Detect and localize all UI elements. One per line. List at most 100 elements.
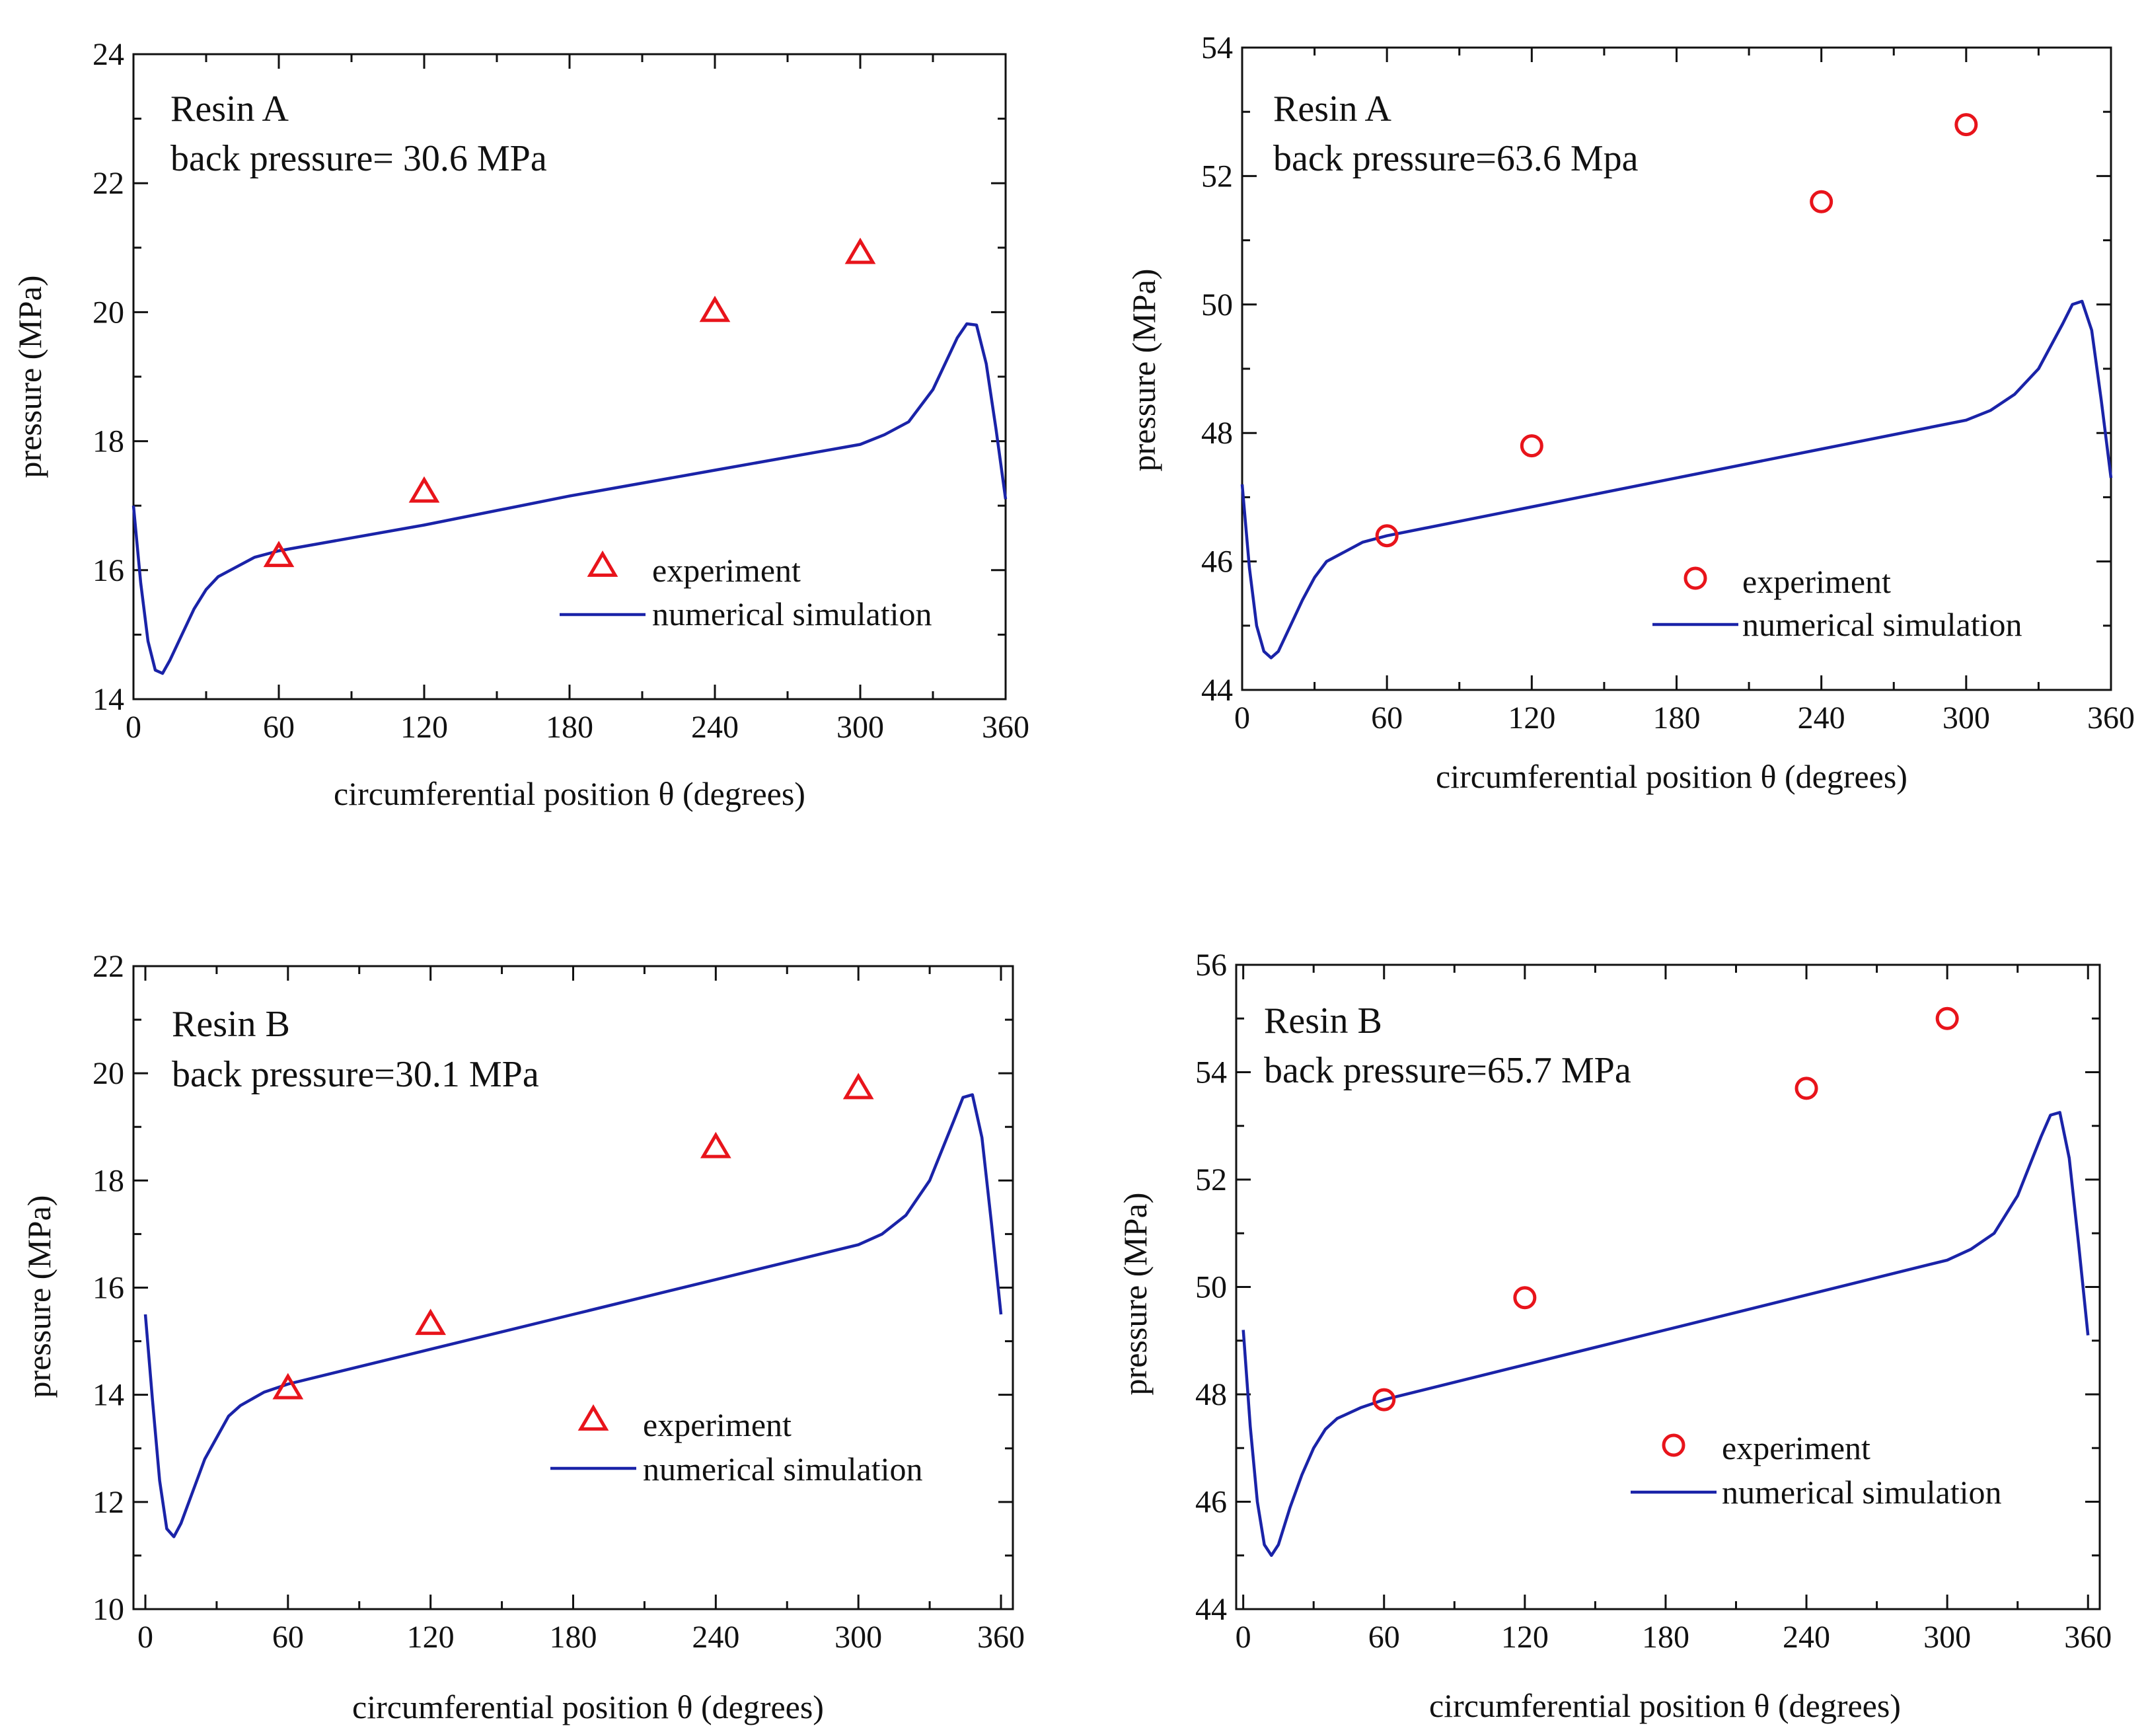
legend-label-experiment: experiment: [1722, 1429, 1870, 1466]
x-tick-label: 120: [407, 1620, 455, 1655]
legend-marker-experiment: [1684, 566, 1707, 590]
experiment-point: [1375, 524, 1399, 548]
y-tick-label: 18: [92, 424, 124, 459]
y-tick-label: 52: [1201, 159, 1233, 194]
plot-area: 0 60 120 180 240 300 360 14 16 18 20 22 24: [92, 37, 1029, 745]
x-tick-label: 300: [836, 710, 884, 745]
panel-subtitle: back pressure= 30.6 MPa: [170, 138, 547, 179]
x-axis-title: circumferential position θ (degrees): [1436, 758, 1907, 795]
y-tick-label: 44: [1201, 673, 1233, 708]
y-tick-label: 12: [92, 1485, 124, 1520]
experiment-point: [1810, 190, 1833, 213]
panel-subtitle: back pressure=65.7 MPa: [1264, 1050, 1631, 1091]
x-tick-label: 300: [1942, 700, 1990, 736]
experiment-point: [842, 1073, 874, 1100]
legend-label-experiment: experiment: [652, 552, 801, 589]
panel-label: Resin B: [1264, 1000, 1382, 1041]
y-tick-label: 16: [92, 553, 124, 588]
y-tick-label: 22: [92, 949, 124, 984]
x-tick-label: 180: [546, 710, 593, 745]
x-tick-label: 0: [1234, 700, 1250, 736]
y-axis-title: pressure (MPa): [1125, 269, 1162, 472]
x-tick-label: 360: [982, 710, 1029, 745]
legend-label-simulation: numerical simulation: [1742, 606, 2022, 643]
x-tick-label: 180: [1642, 1620, 1689, 1655]
y-tick-label: 24: [92, 37, 124, 72]
y-tick-label: 48: [1201, 416, 1233, 451]
y-tick-label: 54: [1201, 30, 1233, 65]
legend-marker-experiment: [587, 550, 618, 577]
y-tick-label: 14: [92, 1378, 124, 1413]
x-tick-label: 240: [692, 1620, 739, 1655]
y-axis-title: pressure (MPa): [1117, 1193, 1154, 1396]
x-tick-label: 360: [2064, 1620, 2112, 1655]
x-tick-label: 0: [137, 1620, 153, 1655]
x-tick-label: 360: [977, 1620, 1025, 1655]
panel-label: Resin A: [170, 89, 289, 130]
legend-marker-experiment: [1662, 1433, 1685, 1457]
legend-label-simulation: numerical simulation: [643, 1451, 923, 1488]
plot-area: 0 60 120 180 240 300 360 44 46 48 50 52 54: [1201, 30, 2135, 736]
panel-resin-a-63-6: 0 60 120 180 240 300 360 44 46 48 50 52 54 Resin A b…: [1125, 30, 2135, 795]
y-tick-label: 20: [92, 295, 124, 330]
x-tick-label: 120: [400, 710, 448, 745]
simulation-line: [1241, 1111, 2090, 1558]
x-tick-label: 120: [1501, 1620, 1549, 1655]
y-tick-label: 10: [92, 1592, 124, 1627]
x-tick-label: 360: [2087, 700, 2135, 736]
experiment-point: [1935, 1006, 1959, 1030]
y-tick-label: 20: [92, 1056, 124, 1091]
experiment-point: [1520, 434, 1543, 458]
x-tick-label: 300: [1923, 1620, 1971, 1655]
x-tick-label: 60: [1368, 1620, 1400, 1655]
experiment-point: [272, 1373, 304, 1400]
y-tick-label: 52: [1195, 1162, 1227, 1197]
x-tick-label: 120: [1508, 700, 1555, 736]
panel-label: Resin B: [172, 1004, 290, 1045]
y-tick-label: 54: [1195, 1055, 1227, 1090]
y-tick-label: 44: [1195, 1592, 1227, 1627]
y-tick-label: 50: [1201, 287, 1233, 322]
y-tick-label: 50: [1195, 1270, 1227, 1305]
experiment-point: [1954, 113, 1978, 137]
panel-label: Resin A: [1273, 89, 1391, 130]
y-tick-label: 46: [1201, 545, 1233, 580]
panel-subtitle: back pressure=63.6 Mpa: [1273, 138, 1639, 179]
x-tick-label: 240: [1798, 700, 1845, 736]
legend-label-experiment: experiment: [1742, 563, 1891, 600]
experiment-point: [700, 1131, 731, 1158]
plot-area: 0 60 120 180 240 300 360 10 12 14 16 18 20 22: [92, 949, 1025, 1655]
experiment-point: [415, 1308, 447, 1336]
y-tick-label: 18: [92, 1163, 124, 1198]
experiment-point: [408, 476, 440, 503]
x-tick-label: 60: [1371, 700, 1403, 736]
experiment-point: [1372, 1388, 1396, 1412]
panel-subtitle: back pressure=30.1 MPa: [172, 1054, 539, 1095]
x-tick-label: 300: [834, 1620, 882, 1655]
legend-label-experiment: experiment: [643, 1406, 792, 1443]
y-tick-label: 56: [1195, 948, 1227, 983]
legend-marker-experiment: [577, 1404, 609, 1431]
x-tick-label: 240: [1783, 1620, 1830, 1655]
y-axis-title: pressure (MPa): [11, 276, 48, 478]
simulation-line: [131, 322, 1008, 675]
x-tick-label: 180: [1653, 700, 1701, 736]
x-axis-title: circumferential position θ (degrees): [334, 775, 805, 812]
y-axis-title: pressure (MPa): [20, 1195, 57, 1398]
x-axis-title: circumferential position θ (degrees): [1429, 1687, 1901, 1724]
x-tick-label: 180: [550, 1620, 597, 1655]
y-tick-label: 22: [92, 166, 124, 201]
experiment-point: [1513, 1286, 1537, 1310]
y-tick-label: 14: [92, 682, 124, 717]
x-tick-label: 0: [1236, 1620, 1251, 1655]
x-tick-label: 0: [126, 710, 141, 745]
experiment-point: [699, 295, 731, 322]
experiment-point: [844, 237, 876, 264]
plot-area: 0 60 120 180 240 300 360 44 46 48 50 52 54 56: [1195, 948, 2112, 1655]
simulation-line: [143, 1093, 1003, 1538]
experiment-point: [263, 541, 295, 568]
experiment-point: [1794, 1076, 1818, 1100]
legend-label-simulation: numerical simulation: [652, 595, 932, 632]
panel-resin-a-30-6: 0 60 120 180 240 300 360 14 16 18 20 22 24 Resin A b…: [11, 37, 1029, 812]
